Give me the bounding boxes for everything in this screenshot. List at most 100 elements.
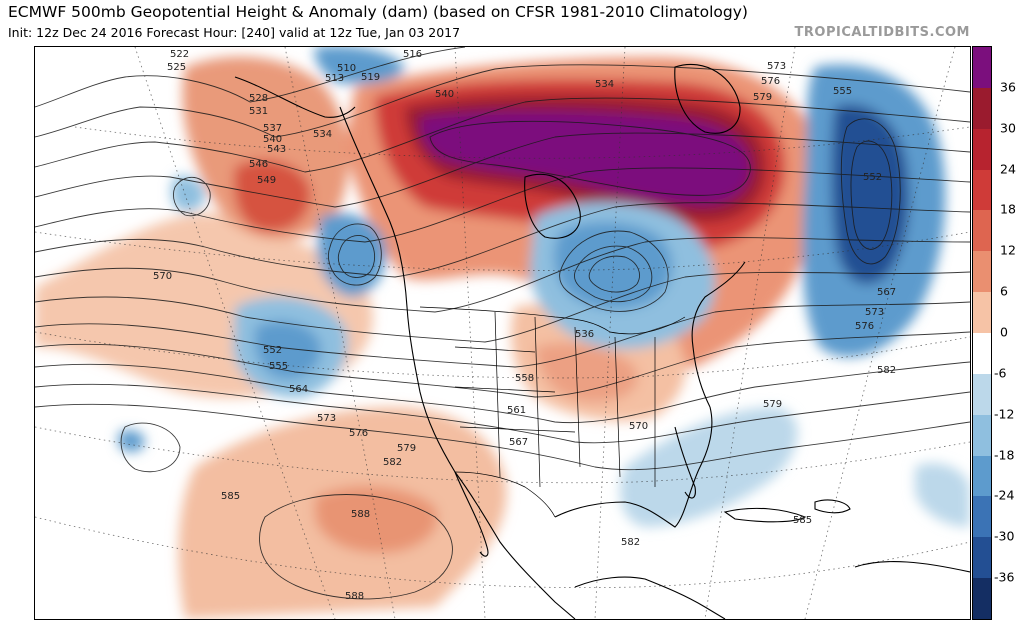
contour-label: 576 [855,321,874,332]
contour-line [35,237,970,313]
colorbar-tick-label: -6 [994,365,1007,381]
contour-line [327,223,382,286]
contour-line [573,245,653,303]
contour-label: 570 [153,271,172,282]
negative-anomaly-hawaii [117,430,145,453]
coast-greenland [674,63,741,134]
contour-label: 510 [337,63,356,74]
contour-label: 552 [863,172,882,183]
contour-line [35,271,970,343]
negative-anomaly-north-pacific-small [171,175,205,212]
init-forecast-info: Init: 12z Dec 24 2016 Forecast Hour: [24… [8,25,461,40]
contour-label: 540 [263,134,282,145]
height-contours [35,47,970,600]
contour-label: 552 [263,345,282,356]
negative-anomaly-great-lakes-core [554,221,673,310]
colorbar-swatch [973,251,991,293]
contour-label: 555 [833,86,852,97]
contour-label: 525 [167,62,186,73]
contour-label: 582 [621,537,640,548]
coast-hudson [524,173,581,239]
contour-line [35,47,466,108]
contour-label: 576 [761,76,780,87]
latitude-line [35,516,970,589]
contour-line [35,331,970,398]
contour-line [35,383,970,444]
anomaly-shading [35,47,970,619]
longitude-line [804,47,956,619]
contour-label: 582 [383,457,402,468]
coast-east-us [691,261,746,408]
contour-label: 573 [865,307,884,318]
contour-line [173,177,211,217]
latitude-line [35,231,970,271]
colorbar-tick-label: 24 [1000,161,1016,177]
contour-label: 588 [345,591,364,602]
contour-line [35,97,970,173]
negative-anomaly-pacific-core [255,321,321,379]
contour-line [429,120,751,196]
contour-label: 534 [313,129,332,140]
colorbar-swatch [973,414,991,457]
colorbar-tick-label: -24 [994,487,1015,503]
coast-alaska [234,76,356,118]
contour-label: 567 [877,287,896,298]
latitude-line [35,426,970,484]
colorbar-tick-label: 6 [1000,283,1008,299]
contour-label: 513 [325,73,344,84]
contour-label: 585 [793,515,812,526]
contour-label: 516 [403,49,422,60]
coast-hispaniola [814,499,851,514]
height-anomaly-map: 522 525 510 513 519 516 528 531 537 540 … [35,47,970,619]
contour-label: 567 [509,437,528,448]
contour-label: 528 [249,93,268,104]
coast-cuba [723,507,807,523]
colorbar-swatch [973,496,991,538]
negative-anomaly-caribbean [915,463,970,527]
contour-label: 579 [397,443,416,454]
state-lines [454,311,656,488]
contour-label: 522 [170,49,189,60]
chart-title: ECMWF 500mb Geopotential Height & Anomal… [8,3,748,21]
contour-label: 576 [349,428,368,439]
contour-label-group: 522 525 510 513 519 516 528 531 537 540 … [153,49,896,602]
colorbar-swatch [973,537,991,579]
contour-label: 537 [263,123,282,134]
colorbar-tick-label: 12 [1000,242,1016,258]
anomaly-colorbar [972,46,992,620]
colorbar-swatch [973,128,991,171]
colorbar-swatch [973,210,991,252]
longitude-line [594,47,626,619]
colorbar-swatch [973,169,991,211]
contour-line [120,422,181,473]
negative-anomaly-atlantic-core [831,104,909,284]
contour-line [35,132,970,208]
colorbar-tick-label: 30 [1000,120,1016,136]
contour-label: 564 [289,384,308,395]
contour-label: 531 [249,106,268,117]
coast-south-america [854,561,970,573]
coast-florida [674,426,696,499]
contour-line [850,140,893,250]
colorbar-swatch [973,373,991,416]
contour-label: 582 [877,365,896,376]
negative-anomaly-gulf [620,407,798,527]
colorbar-tick-label: -30 [994,528,1015,544]
contour-line [35,202,970,278]
contour-line [35,167,970,243]
colorbar-swatch [973,47,991,89]
contour-line [588,255,640,293]
contour-label: 549 [257,175,276,186]
positive-anomaly-subtropical-core [315,486,438,553]
contour-line [35,403,970,471]
contour-label: 534 [595,79,614,90]
contour-label: 558 [515,373,534,384]
contour-label: 536 [575,329,594,340]
colorbar-swatch [973,578,991,619]
source-watermark: TROPICALTIDBITS.COM [794,25,970,40]
contour-label: 573 [317,413,336,424]
contour-label: 546 [249,159,268,170]
contour-line [35,301,970,368]
coast-gulf-mexico [554,406,713,528]
coast-central-america [574,576,726,619]
